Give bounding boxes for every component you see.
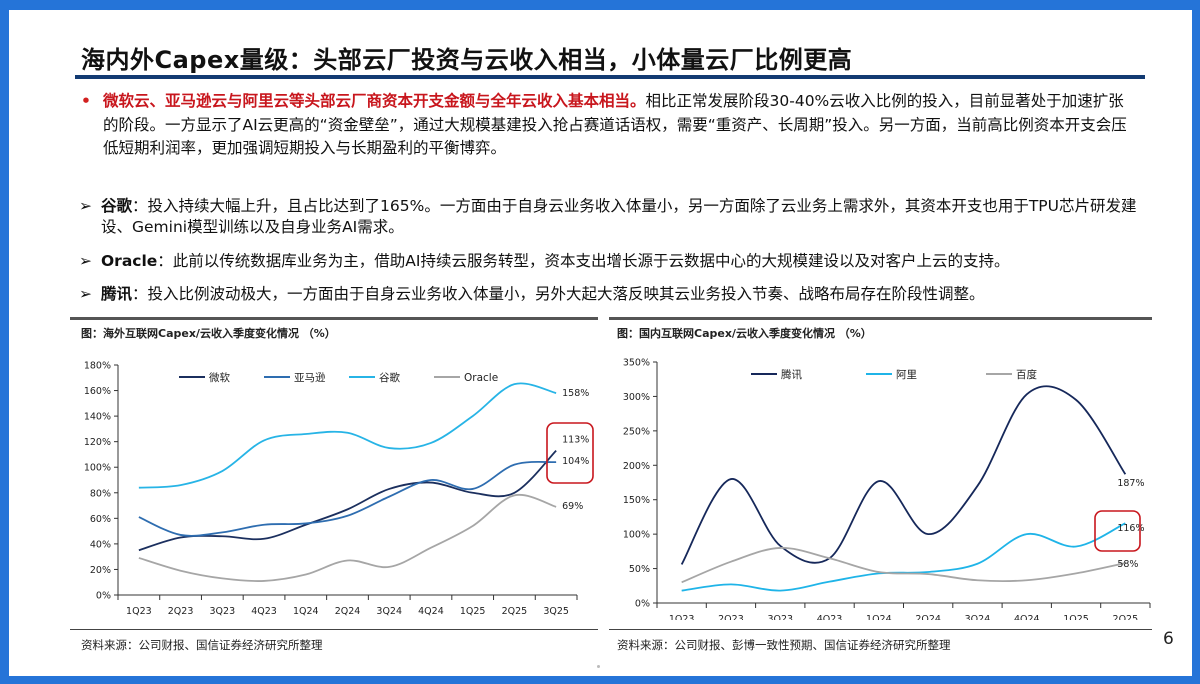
point-text: ：此前以传统数据库业务为主，借助AI持续云服务转型，资本支出增长源于云数据中心的… bbox=[157, 252, 1010, 270]
series-line-腾讯 bbox=[680, 385, 1127, 565]
slide-indicator-dot bbox=[597, 665, 600, 668]
x-tick-label: 1Q25 bbox=[1063, 614, 1089, 620]
bullet-text: 相比正常发展阶段30-40%云收入比例的投入，目前显著处于加速扩张的阶段。一方显… bbox=[103, 92, 1127, 157]
y-tick-label: 60% bbox=[90, 514, 111, 525]
point-label: Oracle bbox=[101, 252, 158, 270]
page-number: 6 bbox=[1163, 629, 1174, 649]
point-google: ➢ 谷歌：投入持续大幅上升，且占比达到了165%。一方面由于自身云业务收入体量小… bbox=[79, 196, 1139, 238]
y-tick-label: 200% bbox=[623, 461, 650, 472]
y-tick-label: 160% bbox=[84, 386, 111, 397]
x-tick-label: 2Q24 bbox=[915, 614, 941, 620]
point-tencent: ➢ 腾讯：投入比例波动极大，一方面由于自身云业务收入体量小，另外大起大落反映其云… bbox=[79, 284, 1139, 305]
y-tick-label: 50% bbox=[629, 564, 650, 575]
arrow-icon: ➢ bbox=[79, 197, 92, 215]
chart-overseas: 0% 20% 40% 60% 80% 100% 120% 140% 160% 180% 1Q23 2Q… bbox=[84, 361, 594, 617]
y-tick-label: 0% bbox=[635, 599, 650, 610]
slide: 海内外Capex量级：头部云厂投资与云收入相当，小体量云厂比例更高 • 微软云、… bbox=[9, 10, 1192, 676]
x-tick-label: 2Q23 bbox=[718, 614, 744, 620]
y-tick-label: 140% bbox=[84, 412, 111, 423]
chart-caption-rule bbox=[609, 317, 1152, 320]
legend-label: 腾讯 bbox=[781, 368, 802, 381]
y-tick-label: 150% bbox=[623, 495, 650, 506]
legend-label: 亚马逊 bbox=[294, 372, 326, 384]
x-tick-label: 3Q23 bbox=[210, 606, 236, 617]
bullet-marker: • bbox=[81, 92, 91, 110]
y-tick-label: 180% bbox=[84, 361, 111, 372]
arrow-icon: ➢ bbox=[79, 285, 92, 303]
y-tick-label: 300% bbox=[623, 392, 650, 403]
source-rule bbox=[609, 629, 1152, 630]
series-line-Oracle bbox=[138, 493, 557, 582]
x-tick-label: 4Q23 bbox=[817, 614, 843, 620]
legend-label: 微软 bbox=[209, 371, 230, 384]
y-tick-label: 100% bbox=[623, 530, 650, 541]
y-tick-label: 20% bbox=[90, 565, 111, 576]
chart-caption-rule bbox=[70, 317, 598, 320]
source-rule bbox=[70, 629, 598, 630]
point-text: ：投入比例波动极大，一方面由于自身云业务收入体量小，另外大起大落反映其云业务投入… bbox=[132, 285, 985, 303]
series-line-阿里 bbox=[681, 522, 1126, 592]
x-tick-label: 2Q23 bbox=[168, 606, 194, 617]
source-domestic: 资料来源：公司财报、彭博一致性预期、国信证券经济研究所整理 bbox=[617, 638, 951, 652]
x-tick-label: 3Q23 bbox=[767, 614, 793, 620]
y-tick-label: 0% bbox=[96, 591, 111, 602]
x-tick-label: 1Q24 bbox=[866, 614, 892, 620]
x-tick-label: 2Q24 bbox=[335, 606, 361, 617]
slide-title: 海内外Capex量级：头部云厂投资与云收入相当，小体量云厂比例更高 bbox=[81, 46, 853, 74]
y-tick-label: 350% bbox=[623, 358, 650, 369]
series-line-亚马逊 bbox=[138, 460, 557, 537]
series-line-百度 bbox=[681, 547, 1126, 584]
end-data-label: 113% bbox=[562, 435, 589, 446]
end-data-label: 69% bbox=[562, 501, 583, 512]
legend-label: 阿里 bbox=[896, 369, 917, 381]
x-tick-label: 3Q25 bbox=[543, 606, 569, 617]
bullet-highlight: 微软云、亚马逊云与阿里云等头部云厂商资本开支金额与全年云收入基本相当。 bbox=[103, 92, 646, 110]
end-data-label: 104% bbox=[562, 456, 589, 467]
x-tick-label: 1Q25 bbox=[460, 606, 486, 617]
highlight-box bbox=[546, 422, 594, 484]
y-tick-label: 120% bbox=[84, 437, 111, 448]
x-tick-label: 4Q23 bbox=[251, 606, 277, 617]
x-tick-label: 1Q24 bbox=[293, 606, 319, 617]
chart-domestic: 0% 50% 100% 150% 200% 250% 300% 350% 1Q23 2Q23 3Q2… bbox=[623, 358, 1151, 620]
y-tick-label: 80% bbox=[90, 488, 111, 499]
x-tick-label: 3Q24 bbox=[376, 606, 402, 617]
x-tick-label: 3Q24 bbox=[965, 614, 991, 620]
x-tick-label: 2Q25 bbox=[502, 606, 528, 617]
point-label: 腾讯 bbox=[101, 285, 133, 303]
x-tick-label: 4Q24 bbox=[418, 606, 444, 617]
arrow-icon: ➢ bbox=[79, 252, 92, 270]
highlight-box bbox=[1094, 510, 1141, 552]
end-data-label: 187% bbox=[1117, 478, 1144, 489]
x-tick-label: 2Q25 bbox=[1113, 614, 1139, 620]
chart-title-domestic: 图：国内互联网Capex/云收入季度变化情况 （%） bbox=[617, 327, 872, 340]
legend-label: 百度 bbox=[1016, 368, 1038, 381]
x-tick-label: 4Q24 bbox=[1014, 614, 1040, 620]
chart-title-overseas: 图：海外互联网Capex/云收入季度变化情况 （%） bbox=[81, 327, 336, 340]
y-tick-label: 250% bbox=[623, 426, 650, 437]
point-oracle: ➢ Oracle：此前以传统数据库业务为主，借助AI持续云服务转型，资本支出增长… bbox=[79, 251, 1139, 272]
end-data-label: 158% bbox=[562, 388, 589, 399]
x-tick-label: 1Q23 bbox=[126, 606, 152, 617]
point-text: ：投入持续大幅上升，且占比达到了165%。一方面由于自身云业务收入体量小，另一方… bbox=[101, 197, 1137, 236]
source-overseas: 资料来源：公司财报、国信证券经济研究所整理 bbox=[81, 638, 323, 652]
y-tick-label: 40% bbox=[90, 539, 111, 550]
series-line-谷歌 bbox=[138, 382, 557, 489]
x-tick-label: 1Q23 bbox=[669, 614, 695, 620]
legend-label: 谷歌 bbox=[379, 371, 400, 384]
y-tick-label: 100% bbox=[84, 463, 111, 474]
series-line-微软 bbox=[138, 449, 557, 552]
end-data-label: 116% bbox=[1117, 523, 1144, 534]
legend-label: Oracle bbox=[464, 372, 498, 384]
end-data-label: 58% bbox=[1117, 559, 1138, 570]
point-label: 谷歌 bbox=[101, 197, 133, 215]
main-bullet: • 微软云、亚马逊云与阿里云等头部云厂商资本开支金额与全年云收入基本相当。相比正… bbox=[79, 90, 1139, 161]
title-underline bbox=[75, 75, 1145, 79]
